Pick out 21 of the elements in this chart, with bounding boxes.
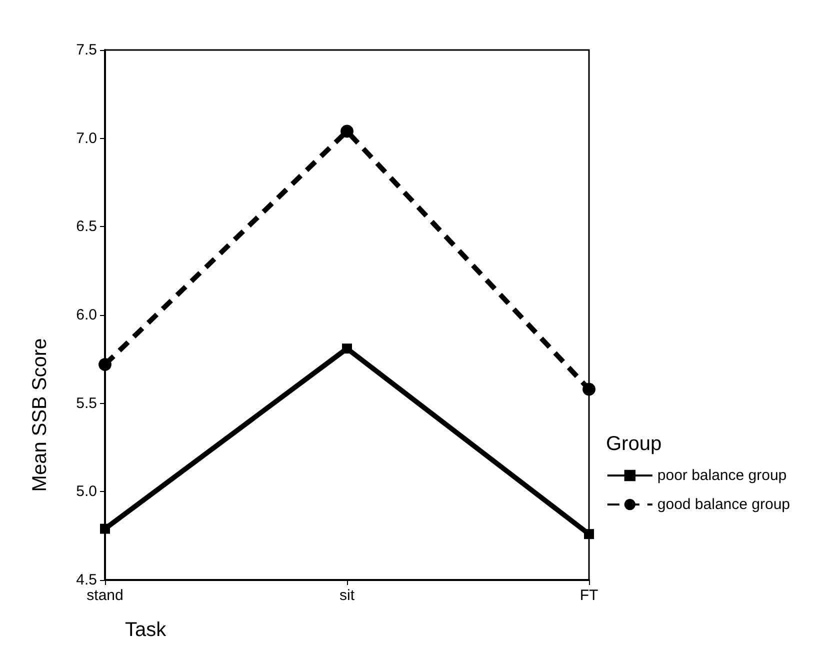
y-tick-label: 6.0 (76, 306, 97, 324)
x-tick-label: sit (340, 587, 356, 604)
y-tick-label: 7.0 (76, 130, 97, 147)
point (98, 358, 112, 371)
legend-label: good balance group (657, 496, 790, 513)
legend-title: Group (606, 433, 662, 455)
x-tick-label: stand (86, 587, 124, 604)
y-tick-label: 6.5 (76, 218, 97, 236)
point (342, 344, 352, 354)
y-tick-label: 5.0 (76, 483, 97, 500)
point (100, 524, 110, 534)
x-tick-label: FT (580, 587, 598, 604)
y-axis-title: Mean SSB Score (29, 338, 51, 492)
point (582, 382, 596, 396)
legend-label: poor balance group (657, 467, 787, 484)
y-tick-label: 5.5 (76, 394, 97, 412)
y-tick-label: 4.5 (76, 572, 97, 588)
point (340, 124, 354, 138)
point (584, 529, 594, 540)
x-axis-title: Task (125, 619, 168, 641)
y-tick-label: 7.5 (76, 42, 97, 58)
